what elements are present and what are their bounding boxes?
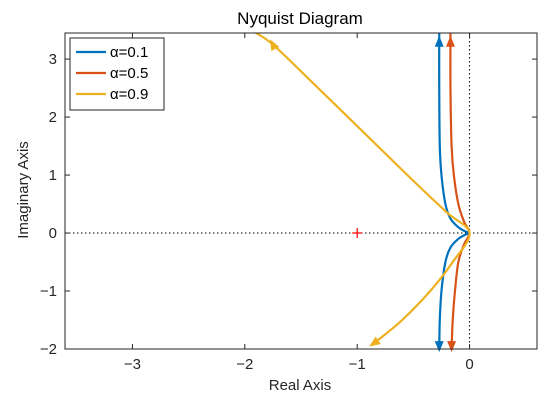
direction-arrow-6 (369, 336, 381, 347)
direction-arrow-4 (447, 341, 457, 353)
plot-area (65, 33, 537, 353)
chart-title: Nyquist Diagram (237, 9, 363, 28)
legend-entry-1: α=0.1 (110, 44, 148, 61)
y-tick-label: 1 (49, 167, 57, 184)
series-line-2 (449, 33, 471, 349)
x-tick-label: −1 (349, 356, 366, 373)
x-tick-label: −3 (124, 356, 141, 373)
legend-entry-2: α=0.5 (110, 65, 148, 82)
y-tick-label: −1 (40, 283, 57, 300)
y-tick-label: 3 (49, 51, 57, 68)
critical-point-marker (352, 228, 363, 239)
x-axis-label: Real Axis (269, 377, 332, 394)
direction-arrow-5 (270, 39, 280, 52)
x-tick-label: −2 (236, 356, 253, 373)
direction-arrow-3 (445, 35, 455, 47)
series-line-3 (254, 33, 471, 345)
y-tick-label: −2 (40, 341, 57, 358)
axes: −3 −2 −1 0 −2 −1 0 1 2 3 (40, 32, 538, 373)
x-tick-label: 0 (465, 356, 473, 373)
y-tick-label: 2 (49, 109, 57, 126)
legend: α=0.1 α=0.5 α=0.9 (69, 37, 165, 111)
y-axis-label: Imaginary Axis (15, 141, 32, 239)
direction-arrow-2 (434, 341, 444, 353)
plot-frame (64, 32, 538, 350)
plot-content (65, 33, 537, 349)
legend-entry-3: α=0.9 (110, 86, 148, 103)
y-tick-label: 0 (49, 225, 57, 242)
direction-arrow-1 (434, 35, 444, 47)
